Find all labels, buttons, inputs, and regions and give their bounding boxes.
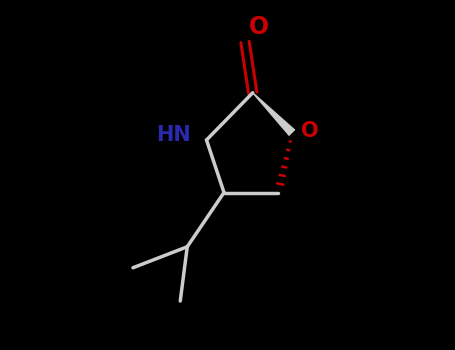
Text: O: O <box>248 14 268 38</box>
Text: O: O <box>301 121 318 141</box>
Polygon shape <box>252 92 295 136</box>
Text: HN: HN <box>156 125 191 145</box>
